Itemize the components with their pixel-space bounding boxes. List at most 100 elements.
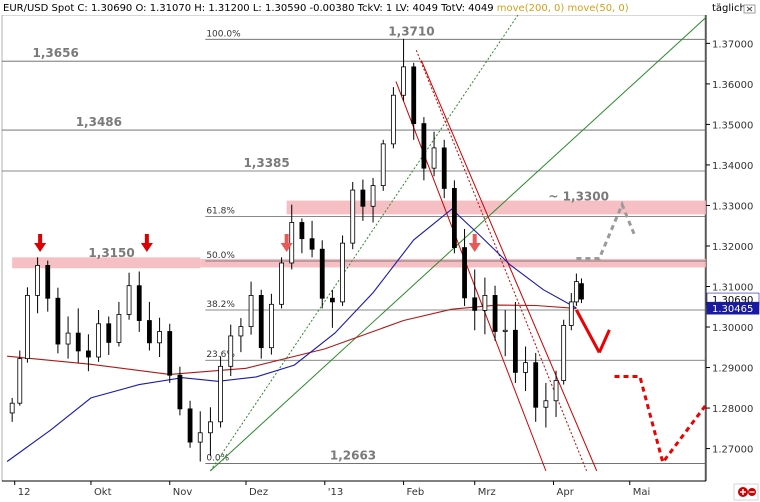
x-tick-label: Dez — [249, 487, 268, 498]
candle-body — [279, 262, 284, 305]
candle — [533, 352, 539, 422]
candle — [147, 301, 152, 351]
candle-body — [350, 189, 356, 244]
x-tick-label: Feb — [407, 487, 425, 498]
level-label: 1,3710 — [388, 24, 434, 38]
candle — [106, 316, 112, 355]
candle — [309, 220, 315, 258]
y-tick-label: 1.31000 — [712, 282, 753, 293]
fib-label: 100.0% — [206, 29, 241, 39]
candle-body — [543, 400, 549, 408]
candle-body — [553, 380, 559, 402]
red-scenario-lower — [597, 329, 611, 354]
candle-body — [197, 432, 203, 443]
candle-body — [561, 324, 567, 381]
candle-body — [390, 94, 396, 145]
candle-body — [116, 314, 122, 343]
level-label: ~ 1,3300 — [548, 190, 609, 204]
horizontal-levels — [2, 60, 706, 172]
y-tick-label: 1.29000 — [712, 364, 753, 375]
red-channel-upper — [420, 60, 598, 472]
y-tick-label: 1.30000 — [712, 323, 753, 334]
candle — [9, 397, 15, 422]
candle — [579, 278, 584, 304]
candle — [197, 411, 203, 462]
candle-body — [411, 66, 417, 124]
candle-body — [258, 295, 264, 349]
candle-body — [248, 295, 254, 328]
candle-body — [482, 295, 488, 311]
candle — [411, 62, 417, 140]
candle — [543, 382, 549, 428]
fib-label: 61.8% — [206, 206, 235, 216]
level-label: 1,2663 — [330, 449, 376, 463]
price-marker — [706, 301, 760, 315]
candle-body — [157, 331, 162, 344]
fib-label: 23.6% — [206, 350, 235, 360]
y-tick-label: 1.36000 — [712, 80, 753, 91]
candle — [35, 257, 40, 314]
candle-body — [512, 329, 518, 373]
y-tick-label: 1.34000 — [712, 161, 753, 172]
candle — [350, 181, 356, 250]
candle-body — [309, 238, 315, 250]
time-axis: 12 Okt Nov Dez '13 Feb Mrz Apr Mai — [14, 481, 651, 498]
down-arrow-icon — [34, 234, 47, 253]
candle — [238, 318, 244, 353]
candle — [299, 218, 305, 254]
header-segment: EUR/USD Spot C: 1.30690 O: 1.31070 H: 1.… — [3, 3, 497, 14]
candle — [157, 317, 162, 358]
candle — [431, 131, 437, 177]
candle — [187, 400, 193, 448]
candle — [116, 301, 122, 347]
candle-body — [421, 123, 427, 169]
candle — [451, 180, 457, 254]
candle — [25, 287, 30, 363]
candle-body — [9, 402, 15, 414]
candle — [289, 204, 295, 270]
down-arrow-icon — [140, 234, 153, 253]
header-segment: move(50, 0) — [568, 3, 629, 14]
resistance-zone — [200, 258, 706, 268]
x-tick-label: Mai — [633, 487, 651, 498]
candle-body — [289, 222, 295, 264]
y-tick-label: 1.27000 — [712, 445, 753, 456]
candle-body — [238, 326, 244, 337]
candle — [472, 269, 478, 331]
price-marker-label: 1.30690 — [712, 295, 753, 306]
candle-body — [340, 242, 345, 303]
candle-body — [472, 297, 478, 311]
zoom-icon[interactable] — [733, 483, 759, 501]
candle-body — [75, 332, 81, 352]
candle — [329, 289, 335, 328]
candle-body — [401, 66, 406, 96]
projection-scenarios — [575, 200, 708, 466]
candle-body — [299, 222, 305, 240]
close-icon[interactable] — [743, 4, 756, 14]
candle-body — [533, 362, 539, 408]
candle-body — [380, 143, 386, 186]
candle-body — [17, 358, 23, 404]
candle-body — [86, 350, 91, 358]
x-tick-label: 12 — [18, 487, 31, 498]
signal-arrows — [34, 234, 481, 253]
candle-body — [167, 331, 173, 376]
candles — [9, 38, 584, 462]
candle — [45, 260, 51, 312]
candle — [502, 309, 508, 357]
x-tick-label: Okt — [94, 487, 112, 498]
candle — [319, 240, 325, 309]
candle-body — [360, 189, 366, 207]
level-labels: 1,3656 1,3486 1,3385 1,3150 1,3710 ~ 1,3300 1,… — [32, 24, 608, 462]
y-tick-label: 1.28000 — [712, 404, 753, 415]
candle — [568, 292, 574, 331]
period-label: täglich — [712, 3, 746, 14]
red-scenario-dotted — [614, 375, 708, 466]
candle-body — [208, 421, 213, 434]
candle — [258, 289, 264, 359]
candle — [573, 273, 579, 306]
candle-body — [370, 185, 376, 207]
candle — [561, 319, 567, 385]
candle — [96, 309, 101, 362]
